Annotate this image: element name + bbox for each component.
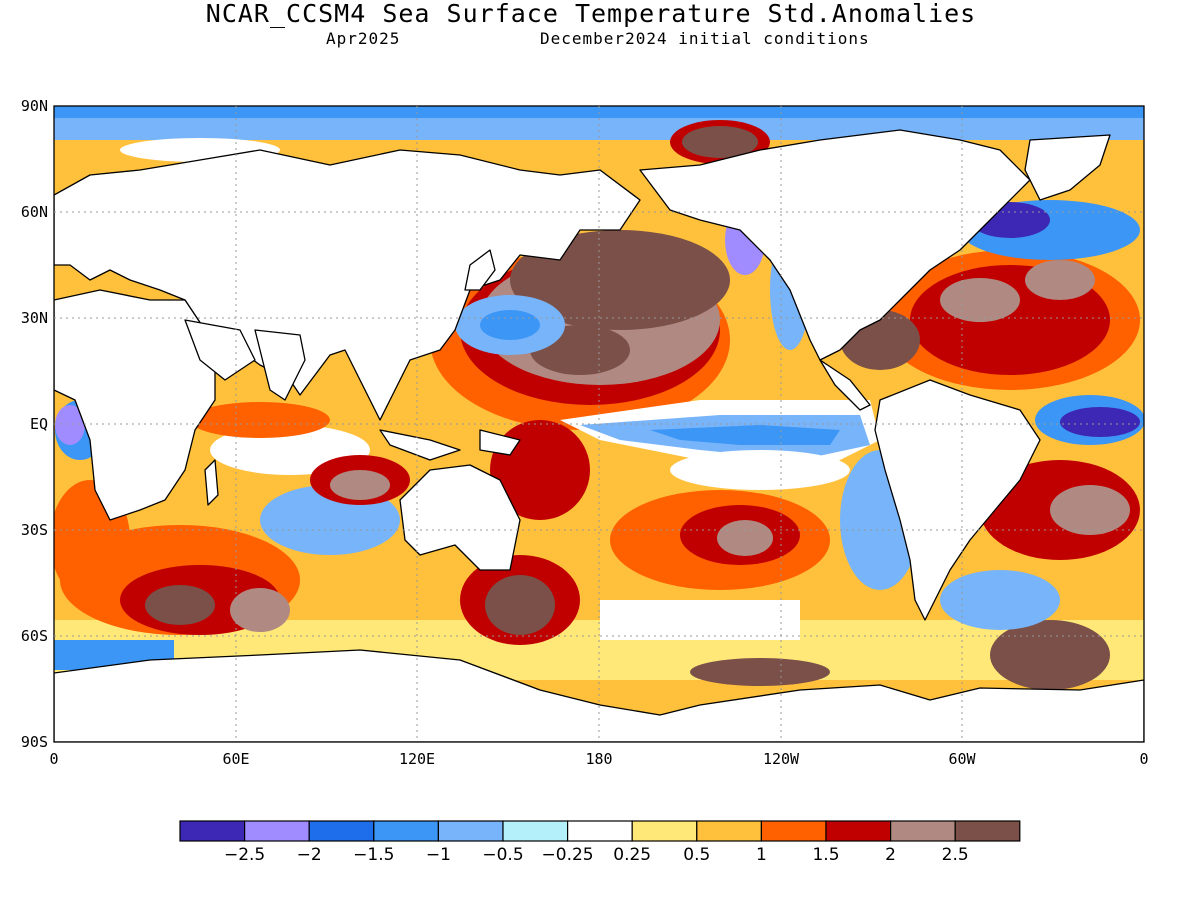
lat-label: 30S xyxy=(21,521,48,539)
colorbar-label: 0.25 xyxy=(613,845,651,865)
colorbar-label: 1 xyxy=(756,845,767,865)
lon-label: 120E xyxy=(399,750,435,768)
valid-month: Apr2025 xyxy=(326,29,401,48)
lon-label: 60E xyxy=(222,750,249,768)
colorbar-label: 1.5 xyxy=(812,845,839,865)
colorbar-label: 2.5 xyxy=(942,845,969,865)
lon-label: 120W xyxy=(763,750,800,768)
latitude-labels: 90N 60N 30N EQ 30S 60S 90S xyxy=(21,97,48,751)
colorbar-label: 2 xyxy=(885,845,896,865)
colorbar-swatch xyxy=(760,820,827,842)
lat-label: 60S xyxy=(21,627,48,645)
colorbar-label: −0.25 xyxy=(542,845,594,865)
colorbar-swatch xyxy=(889,820,956,842)
anomaly-field xyxy=(54,106,1144,742)
map-gridlines xyxy=(54,106,1144,742)
lon-label: 0 xyxy=(49,750,58,768)
colorbar-swatch xyxy=(244,820,310,842)
colorbar-swatch xyxy=(631,820,698,842)
map-title: NCAR_CCSM4 Sea Surface Temperature Std.A… xyxy=(205,0,977,28)
lat-label: EQ xyxy=(30,415,48,433)
colorbar-swatch xyxy=(179,820,246,842)
longitude-labels: 0 60E 120E 180 120W 60W 0 xyxy=(49,750,1148,768)
colorbar-swatch xyxy=(825,820,892,842)
lat-label: 30N xyxy=(21,309,48,327)
lon-label: 60W xyxy=(948,750,976,768)
colorbar-label: 0.5 xyxy=(683,845,710,865)
lat-label: 90S xyxy=(21,733,48,751)
lat-label: 60N xyxy=(21,203,48,221)
colorbar-swatch xyxy=(437,820,504,842)
colorbar-swatch xyxy=(502,820,569,842)
initial-conditions: December2024 initial conditions xyxy=(540,29,870,48)
lon-label: 0 xyxy=(1139,750,1148,768)
colorbar-label: −1.5 xyxy=(353,845,394,865)
colorbar-label: −2.5 xyxy=(224,845,265,865)
colorbar-swatch xyxy=(308,820,375,842)
colorbar-swatch xyxy=(566,820,633,842)
colorbar-swatch xyxy=(373,820,439,842)
land-masses xyxy=(54,129,1144,742)
colorbar-label: −1 xyxy=(426,845,451,865)
colorbar-swatch xyxy=(696,820,762,842)
colorbar-label: −0.5 xyxy=(482,845,523,865)
colorbar: −2.5 −2 −1.5 −1 −0.5 −0.25 0.25 0.5 1 1.5 2 2.5 xyxy=(179,820,1021,865)
lat-label: 90N xyxy=(21,97,48,115)
colorbar-swatch xyxy=(954,820,1021,842)
colorbar-label: −2 xyxy=(297,845,322,865)
lon-label: 180 xyxy=(585,750,612,768)
